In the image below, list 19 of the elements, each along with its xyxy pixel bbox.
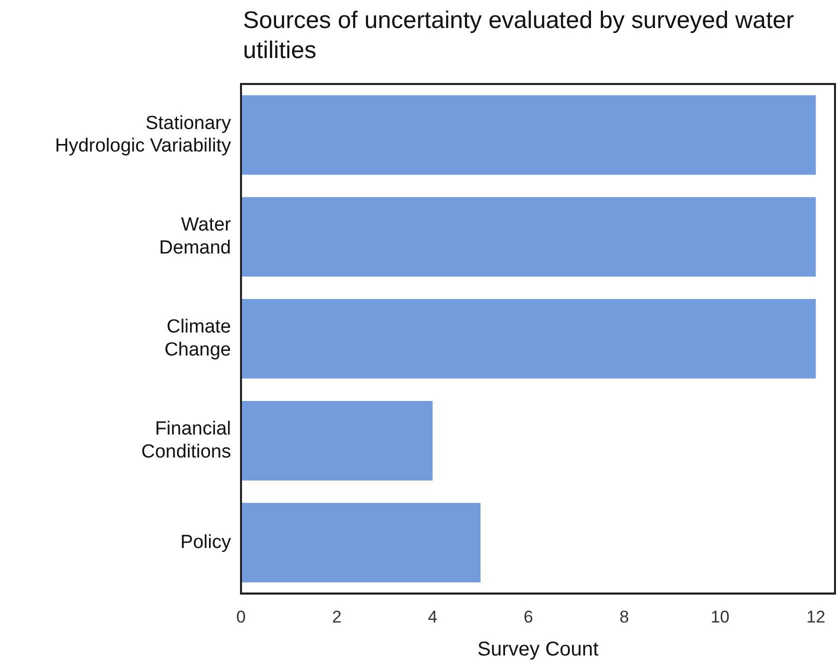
bar bbox=[241, 299, 816, 379]
y-tick-label: Water Demand bbox=[159, 214, 232, 259]
chart-title: Sources of uncertainty evaluated by surveyed water utilities bbox=[243, 6, 795, 66]
y-tick-label: Financial Conditions bbox=[141, 418, 231, 462]
x-tick-label: 0 bbox=[236, 607, 246, 626]
bar bbox=[241, 502, 481, 582]
x-tick-label: 4 bbox=[428, 607, 438, 626]
x-tick-label: 2 bbox=[332, 607, 342, 626]
y-tick-label: Policy bbox=[180, 532, 232, 553]
y-tick-label: Climate Change bbox=[164, 316, 231, 360]
x-tick-label: 10 bbox=[710, 607, 730, 626]
y-tick-label: Stationary Hydrologic Variability bbox=[55, 112, 232, 157]
bar bbox=[241, 400, 433, 480]
x-tick-label: 12 bbox=[806, 607, 826, 626]
x-axis-title: Survey Count bbox=[477, 638, 600, 661]
x-tick-label: 6 bbox=[524, 607, 534, 626]
x-tick-label: 8 bbox=[619, 607, 629, 626]
bar bbox=[241, 197, 816, 277]
bar bbox=[241, 95, 816, 175]
